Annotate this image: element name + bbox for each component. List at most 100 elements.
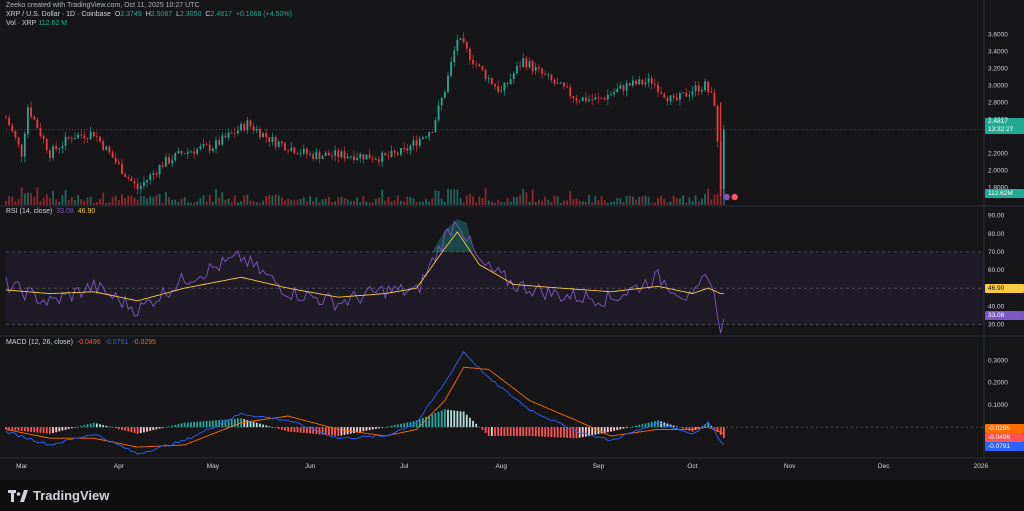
volume-bar (23, 193, 26, 205)
macd-histogram-bar (52, 427, 54, 434)
macd-histogram-bar (547, 427, 550, 437)
macd-histogram-bar (64, 427, 67, 430)
macd-histogram-bar (537, 427, 540, 437)
macd-histogram-bar (274, 427, 277, 429)
volume-bar (299, 198, 302, 205)
trading-chart[interactable]: 3.60003.40003.20003.00002.80002.60002.20… (0, 0, 1024, 480)
volume-bar (193, 202, 195, 205)
tradingview-logo[interactable]: TradingView (8, 488, 109, 503)
macd-histogram-bar (105, 425, 108, 428)
time-tick-label: Jul (400, 463, 409, 470)
candle-body (215, 140, 217, 149)
histogram-value-label: -0.0496 (985, 433, 1024, 442)
macd-histogram-bar (669, 424, 672, 428)
candle-body (233, 132, 236, 134)
macd-histogram-bar (487, 427, 490, 437)
candle-body (606, 94, 609, 100)
macd-histogram-bar (208, 420, 211, 428)
volume-bar (390, 201, 393, 205)
macd-histogram-bar (628, 427, 631, 428)
candle-body (519, 66, 521, 67)
candle-body (575, 98, 578, 101)
volume-bar (719, 189, 722, 205)
candle-body (644, 82, 647, 85)
volume-bar (296, 199, 299, 205)
candle-body (481, 66, 484, 71)
volume-bar (177, 201, 180, 205)
volume-bar (92, 202, 95, 205)
macd-histogram-bar (224, 419, 227, 428)
macd-histogram-bar (349, 427, 352, 434)
candle-body (722, 129, 725, 190)
volume-bar (105, 202, 108, 205)
macd-histogram-bar (522, 427, 525, 437)
volume-bar (293, 200, 296, 205)
volume-bar (469, 193, 471, 205)
candle-body (497, 86, 500, 92)
macd-histogram-bar (27, 427, 29, 432)
volume-bar (531, 189, 534, 205)
volume-bar (146, 198, 148, 205)
macd-histogram-bar (158, 427, 161, 429)
candle-body (638, 79, 641, 85)
volume-bar (585, 201, 587, 205)
candle-body (559, 82, 562, 84)
candle-body (139, 185, 142, 190)
candle-body (39, 128, 42, 136)
candle-body (5, 117, 7, 119)
volume-bar (30, 193, 32, 205)
candle-body (36, 119, 39, 129)
macd-histogram-bar (456, 410, 459, 428)
volume-bar (36, 187, 39, 205)
candle-body (657, 84, 659, 93)
candle-body (622, 85, 625, 91)
macd-histogram-bar (528, 427, 531, 437)
candle-body (685, 92, 688, 97)
volume-bar (387, 196, 390, 205)
macd-histogram-bar (318, 427, 321, 435)
volume-bar (415, 202, 418, 205)
candle-body (74, 138, 76, 140)
macd-histogram-bar (327, 427, 330, 436)
candle-body (102, 141, 105, 150)
macd-histogram-bar (610, 427, 612, 432)
macd-histogram-bar (575, 427, 578, 439)
volume-bar (55, 199, 58, 205)
candle-body (400, 148, 402, 155)
macd-histogram-bar (600, 427, 603, 434)
candle-body (359, 154, 362, 158)
candle-body (603, 98, 606, 100)
candle-body (469, 48, 471, 60)
candle-body (418, 138, 421, 146)
volume-bar (644, 195, 647, 205)
candle-body (171, 160, 174, 164)
candle-body (610, 94, 612, 96)
macd-histogram-bar (660, 421, 663, 428)
candle-body (478, 64, 481, 67)
volume-bar (108, 202, 111, 205)
macd-histogram-bar (638, 424, 641, 428)
volume-bar (183, 197, 186, 205)
price-tick-label: 3.6000 (988, 31, 1008, 38)
macd-histogram-bar (428, 415, 431, 428)
volume-bar (484, 187, 487, 205)
candle-body (531, 61, 534, 71)
volume-bar (255, 202, 258, 205)
candle-body (186, 151, 189, 154)
candle-body (675, 97, 678, 100)
macd-histogram-bar (625, 427, 628, 428)
macd-histogram-bar (359, 427, 362, 432)
macd-histogram-bar (396, 424, 399, 428)
macd-histogram-bar (86, 424, 89, 428)
volume-bar (465, 195, 468, 205)
candle-body (516, 66, 518, 74)
volume-bar (691, 200, 694, 205)
volume-bar (657, 197, 659, 205)
volume-bar (155, 195, 158, 205)
macd-histogram-bar (550, 427, 553, 438)
volume-value-label: 112.62M (985, 189, 1024, 198)
candle-body (52, 146, 54, 158)
candle-body (70, 138, 73, 140)
volume-bar (359, 202, 362, 205)
candle-body (697, 85, 700, 92)
